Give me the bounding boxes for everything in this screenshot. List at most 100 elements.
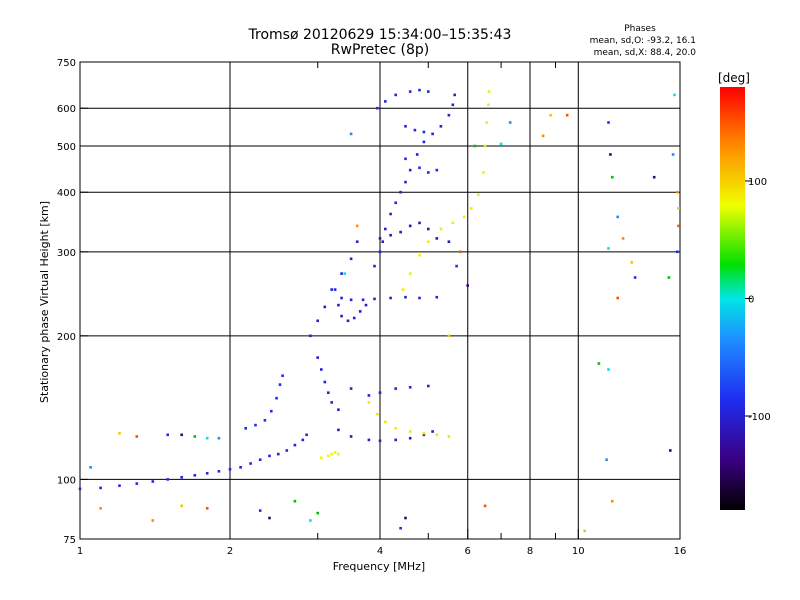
data-point — [340, 296, 343, 300]
data-point — [367, 394, 371, 397]
colorbar-tick-label: 0 — [748, 295, 754, 306]
data-point — [408, 386, 412, 389]
data-point — [485, 121, 488, 124]
data-point — [435, 295, 439, 299]
data-point — [89, 466, 92, 469]
x-tick-label: 8 — [527, 546, 533, 557]
data-point — [621, 237, 625, 240]
data-point — [389, 233, 392, 237]
data-point — [337, 428, 340, 432]
data-point — [316, 319, 319, 323]
data-point — [244, 427, 247, 430]
data-point — [616, 215, 619, 219]
data-point — [180, 476, 183, 479]
data-point — [349, 435, 353, 438]
data-point — [309, 519, 312, 522]
data-point — [677, 207, 680, 210]
data-point — [667, 276, 671, 279]
colorbar-gradient — [720, 87, 745, 510]
data-point — [408, 272, 412, 275]
data-point — [394, 438, 397, 442]
data-point — [376, 106, 379, 110]
data-point — [343, 272, 347, 275]
data-point — [399, 526, 402, 530]
colorbar: [deg] 100 0 -100 — [718, 71, 771, 510]
data-point — [401, 288, 405, 291]
data-point — [373, 297, 376, 301]
data-point — [487, 103, 490, 107]
data-point — [418, 296, 421, 300]
data-point — [320, 456, 323, 460]
y-tick-label: 750 — [57, 58, 76, 69]
data-point — [151, 480, 155, 483]
data-point — [355, 224, 359, 228]
data-point — [616, 296, 619, 300]
data-point — [418, 166, 421, 170]
data-point — [652, 175, 656, 179]
data-point — [118, 431, 121, 435]
data-point — [394, 387, 397, 390]
data-point — [316, 511, 319, 515]
data-point — [254, 423, 257, 427]
data-point — [565, 113, 569, 117]
data-point — [327, 391, 330, 394]
data-point — [408, 430, 412, 433]
data-point — [270, 409, 273, 413]
data-point — [431, 430, 434, 433]
data-point — [415, 153, 419, 156]
data-point — [394, 93, 397, 97]
x-axis-label: Frequency [MHz] — [333, 560, 425, 573]
data-point — [676, 190, 679, 194]
data-point — [431, 132, 434, 136]
data-point — [180, 504, 183, 508]
data-point — [381, 240, 384, 243]
data-point — [358, 310, 362, 313]
data-point — [418, 221, 421, 225]
data-point — [633, 276, 637, 279]
data-point — [205, 436, 209, 440]
y-tick-label: 500 — [57, 142, 76, 153]
data-point — [281, 374, 284, 377]
data-point — [384, 100, 387, 103]
data-point — [367, 401, 371, 404]
data-point — [337, 408, 340, 411]
plot-area: 1 2 4 6 8 10 16 75 100 200 300 400 500 600 750 — [57, 58, 686, 557]
data-point — [435, 433, 439, 437]
data-point — [258, 509, 262, 512]
data-point — [483, 504, 487, 508]
data-point — [384, 227, 387, 231]
data-point — [630, 261, 633, 264]
data-point — [278, 383, 282, 386]
data-point — [166, 478, 169, 481]
data-point — [611, 175, 614, 179]
data-point — [349, 132, 353, 136]
data-point — [389, 296, 392, 300]
data-point — [217, 470, 221, 473]
data-point — [508, 121, 512, 124]
data-point — [258, 458, 262, 461]
data-point — [263, 419, 267, 422]
data-point — [316, 356, 319, 359]
x-tick-label: 2 — [227, 546, 233, 557]
data-point — [447, 240, 451, 243]
data-point — [323, 305, 327, 309]
data-point — [217, 436, 221, 440]
data-point — [301, 438, 305, 442]
chart-title: Tromsø 20120629 15:34:00–15:35:43 — [248, 27, 512, 43]
data-point — [327, 454, 330, 458]
data-point — [367, 438, 371, 442]
data-point — [418, 254, 421, 257]
data-point — [193, 435, 197, 438]
data-point — [352, 316, 356, 320]
data-point — [404, 180, 407, 184]
data-point — [364, 303, 368, 307]
data-point — [470, 207, 473, 210]
y-tick-label: 75 — [63, 535, 76, 546]
y-tick-label: 400 — [57, 188, 76, 199]
data-point — [583, 529, 586, 533]
data-point — [418, 88, 421, 92]
data-point — [408, 90, 412, 93]
data-point — [285, 449, 289, 452]
data-point — [309, 334, 312, 338]
data-point — [499, 142, 503, 146]
